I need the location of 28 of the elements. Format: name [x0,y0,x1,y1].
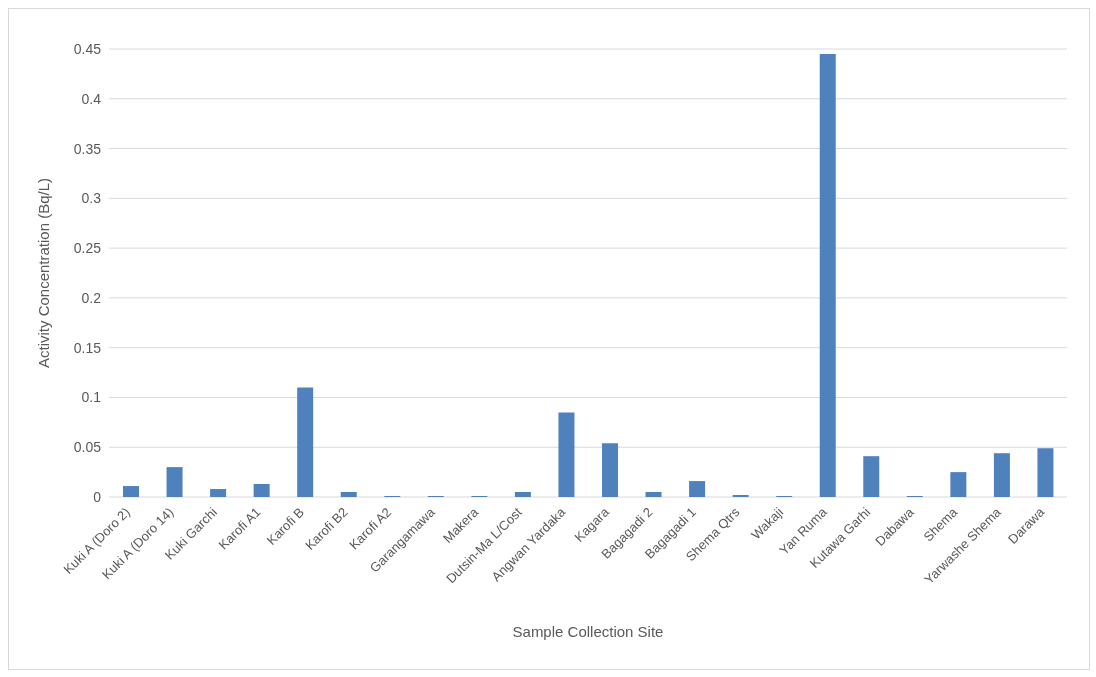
bar [210,489,227,497]
bar [166,467,183,497]
bar [863,456,880,497]
y-axis-title: Activity Concentration (Bq/L) [35,177,53,369]
y-tick-label: 0.05 [73,439,102,456]
y-tick-label: 0.15 [73,339,102,356]
y-tick-label: 0.1 [81,389,102,406]
y-tick-label: 0.2 [81,289,102,306]
bar [514,492,531,497]
bar [950,472,967,497]
x-axis-title: Sample Collection Site [512,623,664,640]
bar [689,481,706,497]
bar [253,484,270,497]
y-tick-label: 0.25 [73,240,102,257]
bar [297,387,314,497]
y-tick-label: 0 [93,488,102,505]
bar [602,443,618,497]
bar [558,412,575,497]
y-tick-label: 0.35 [73,140,102,157]
bar [645,492,662,497]
y-tick-label: 0.45 [73,40,102,57]
y-tick-label: 0.4 [81,90,102,107]
bar [123,486,139,497]
y-tick-label: 0.3 [81,190,102,207]
bar [819,53,836,497]
bar [340,492,357,497]
bar [993,453,1010,497]
bar [1037,448,1054,497]
